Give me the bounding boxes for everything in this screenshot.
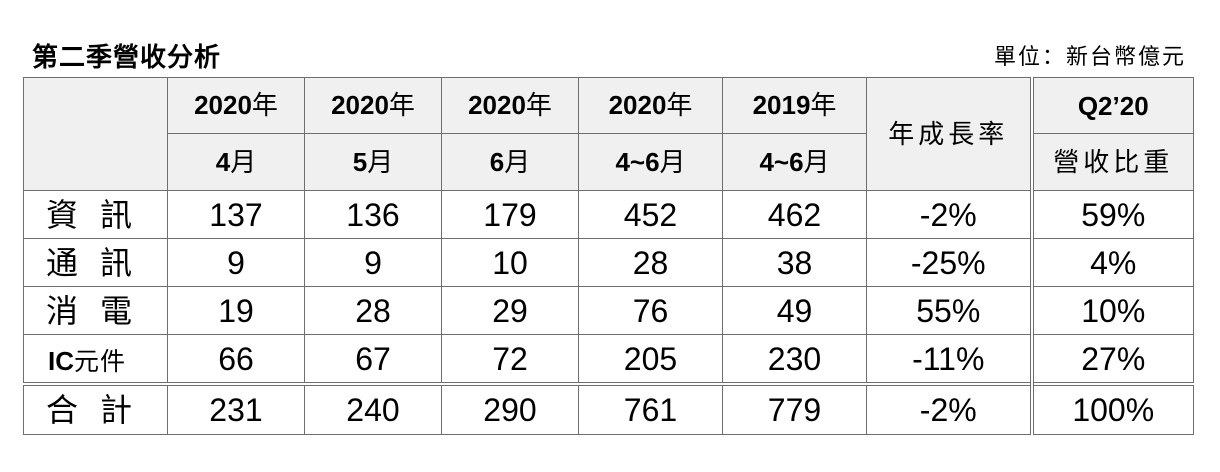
value-cell: 9 bbox=[167, 238, 305, 287]
total-growth-cell: -2% bbox=[866, 382, 1034, 435]
share-cell: 27% bbox=[1031, 334, 1194, 385]
col-header-period: 4月 bbox=[167, 133, 305, 191]
value-cell: 9 bbox=[304, 238, 442, 287]
value-cell: 49 bbox=[722, 286, 867, 335]
value-cell: 67 bbox=[304, 334, 442, 385]
row-label: 消電 bbox=[23, 286, 168, 335]
col-header-period: 4~6月 bbox=[722, 133, 867, 191]
unit-note: 單位：新台幣億元 bbox=[993, 45, 1186, 70]
share-header-top: Q2’20 bbox=[1031, 77, 1194, 134]
growth-cell: 55% bbox=[866, 286, 1034, 335]
value-cell: 179 bbox=[441, 190, 579, 239]
table-row: 資訊 137 136 179 452 462 -2% 59% bbox=[23, 190, 1194, 239]
col-header-period: 5月 bbox=[304, 133, 442, 191]
col-header-year: 2020年 bbox=[304, 77, 442, 134]
col-header-year: 2020年 bbox=[167, 77, 305, 134]
total-value-cell: 779 bbox=[722, 382, 867, 435]
total-value-cell: 290 bbox=[441, 382, 579, 435]
growth-cell: -11% bbox=[866, 334, 1034, 385]
value-cell: 38 bbox=[722, 238, 867, 287]
total-value-cell: 240 bbox=[304, 382, 442, 435]
total-value-cell: 761 bbox=[578, 382, 723, 435]
value-cell: 29 bbox=[441, 286, 579, 335]
header-row-years: 2020年 2020年 2020年 2020年 2019年 年成長率 Q2’20 bbox=[23, 77, 1194, 191]
total-value-cell: 231 bbox=[167, 382, 305, 435]
col-header-period: 4~6月 bbox=[578, 133, 723, 191]
total-share-cell: 100% bbox=[1031, 382, 1194, 435]
col-header-year: 2020年 bbox=[441, 77, 579, 134]
value-cell: 462 bbox=[722, 190, 867, 239]
value-cell: 72 bbox=[441, 334, 579, 385]
value-cell: 66 bbox=[167, 334, 305, 385]
value-cell: 452 bbox=[578, 190, 723, 239]
col-header-period: 6月 bbox=[441, 133, 579, 191]
value-cell: 19 bbox=[167, 286, 305, 335]
header-row-periods: 4月 5月 6月 4~6月 4~6月 營收比重 bbox=[24, 133, 1194, 191]
value-cell: 137 bbox=[167, 190, 305, 239]
corner-cell bbox=[23, 77, 168, 191]
share-cell: 59% bbox=[1031, 190, 1194, 239]
share-cell: 10% bbox=[1031, 286, 1194, 335]
value-cell: 76 bbox=[578, 286, 723, 335]
growth-cell: -2% bbox=[866, 190, 1034, 239]
row-label: 通訊 bbox=[23, 238, 168, 287]
growth-cell: -25% bbox=[866, 238, 1034, 287]
row-label: 資訊 bbox=[23, 190, 168, 239]
total-label: 合計 bbox=[23, 382, 168, 435]
row-label: IC元件 bbox=[23, 334, 168, 385]
value-cell: 136 bbox=[304, 190, 442, 239]
table-row: 通訊 9 9 10 28 38 -25% 4% bbox=[23, 238, 1194, 287]
revenue-table: 2020年 2020年 2020年 2020年 2019年 年成長率 Q2’20… bbox=[23, 77, 1194, 435]
share-header-bottom: 營收比重 bbox=[1031, 133, 1194, 191]
value-cell: 28 bbox=[304, 286, 442, 335]
value-cell: 230 bbox=[722, 334, 867, 385]
total-row: 合計 231 240 290 761 779 -2% 100% bbox=[23, 382, 1194, 435]
page-title: 第二季營收分析 bbox=[32, 43, 222, 73]
col-header-year: 2020年 bbox=[578, 77, 723, 134]
table-row: IC元件 66 67 72 205 230 -11% 27% bbox=[23, 334, 1194, 385]
growth-header: 年成長率 bbox=[866, 77, 1034, 191]
value-cell: 28 bbox=[578, 238, 723, 287]
col-header-year: 2019年 bbox=[722, 77, 867, 134]
table-row: 消電 19 28 29 76 49 55% 10% bbox=[23, 286, 1194, 335]
value-cell: 205 bbox=[578, 334, 723, 385]
share-cell: 4% bbox=[1031, 238, 1194, 287]
value-cell: 10 bbox=[441, 238, 579, 287]
